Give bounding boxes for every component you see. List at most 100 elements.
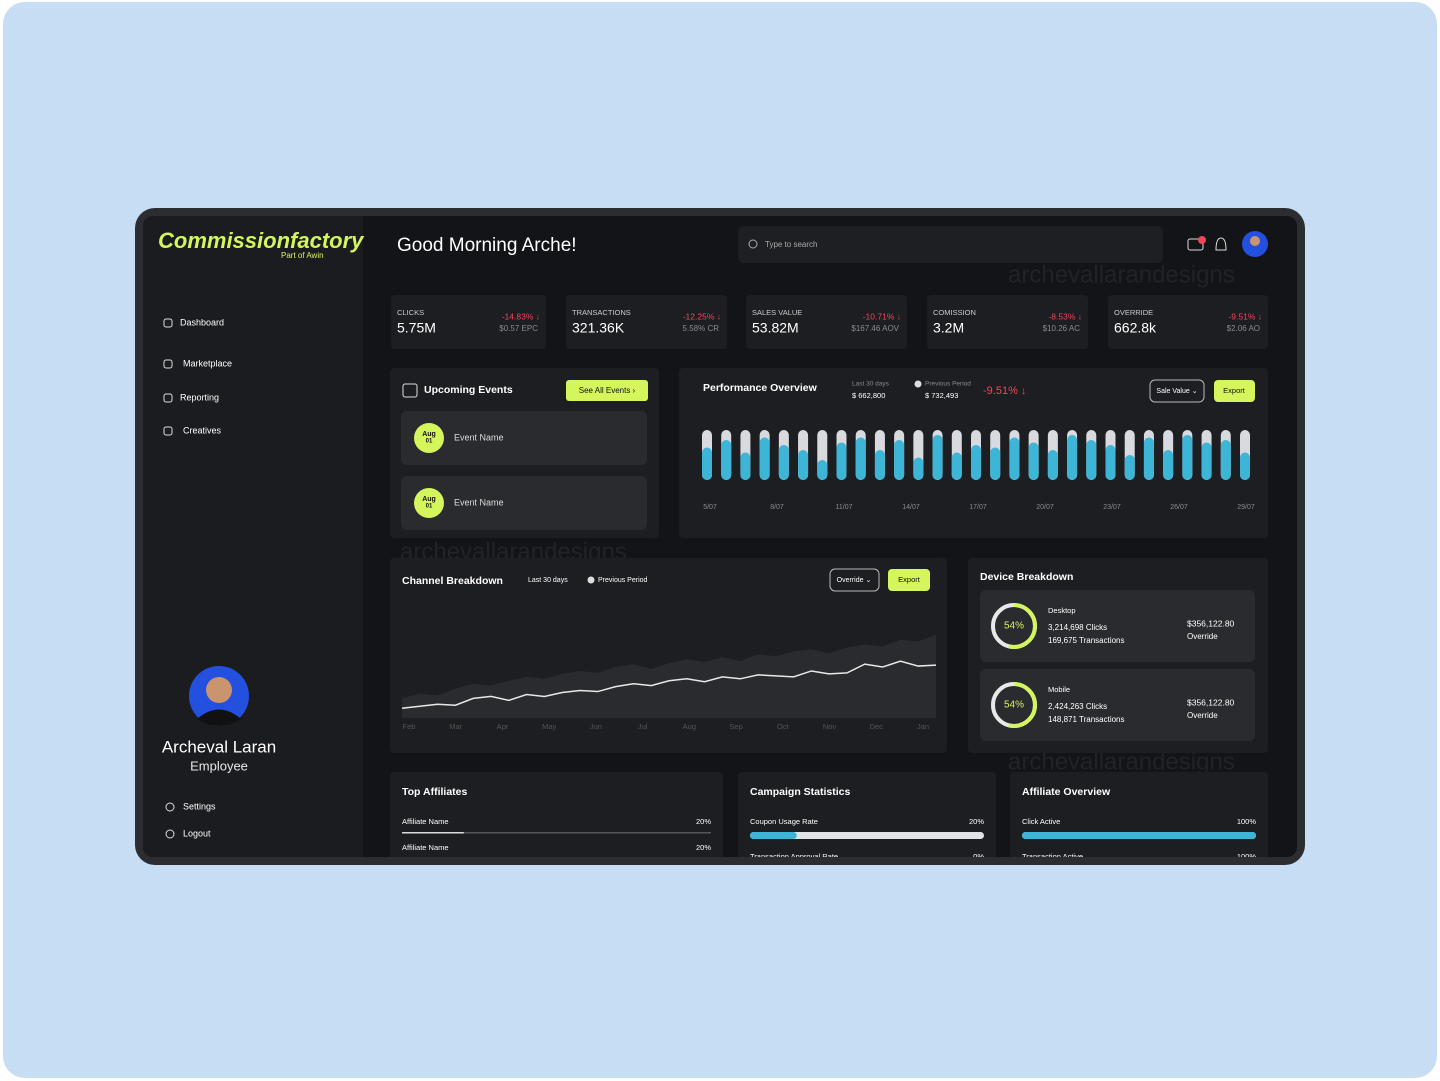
event-card[interactable] xyxy=(401,411,647,465)
event-date xyxy=(414,488,444,518)
bar xyxy=(740,452,751,480)
device-transactions: 148,871 Transactions xyxy=(1048,715,1125,724)
bar xyxy=(721,440,732,480)
event-name: Event Name xyxy=(454,497,504,507)
nav-item[interactable]: Creatives xyxy=(183,425,222,435)
bar xyxy=(1143,437,1154,480)
event-name: Event Name xyxy=(454,432,504,442)
device-card xyxy=(980,590,1255,662)
kpi-sub: $2.06 AO xyxy=(1227,324,1260,333)
nav-item[interactable]: Dashboard xyxy=(180,317,224,327)
device-transactions: 169,675 Transactions xyxy=(1048,636,1125,645)
bar xyxy=(1067,435,1078,480)
search-box[interactable] xyxy=(738,226,1163,263)
panel-title: Device Breakdown xyxy=(980,571,1073,583)
profile-name: Archeval Laran xyxy=(162,737,276,756)
nav-item[interactable]: Reporting xyxy=(180,392,219,402)
row-label: Affiliate Name xyxy=(402,843,449,852)
logo: Commissionfactory xyxy=(158,228,365,253)
event-day: 01 xyxy=(426,439,433,445)
x-tick-label: Nov xyxy=(823,722,837,731)
search-icon xyxy=(748,239,758,249)
kpi-card xyxy=(1108,295,1268,349)
x-tick-label: Apr xyxy=(497,722,509,731)
kpi-change: -9.51% ↓ xyxy=(1228,311,1262,321)
x-tick-label: 29/07 xyxy=(1237,504,1255,511)
row-value: 20% xyxy=(696,817,711,826)
x-tick-label: Feb xyxy=(403,722,416,731)
x-tick-label: Jun xyxy=(590,722,602,731)
x-tick-label: 11/07 xyxy=(836,504,853,511)
device-amount: $356,122.80 xyxy=(1187,697,1235,707)
bar xyxy=(971,445,981,480)
progress-fill xyxy=(1022,832,1256,839)
row-label: Transaction Active xyxy=(1022,852,1083,861)
dropdown[interactable] xyxy=(1149,379,1205,403)
bell-icon[interactable] xyxy=(1215,237,1227,251)
kpi-value: 321.36K xyxy=(572,320,625,336)
row-label: Transaction Approval Rate xyxy=(750,852,838,861)
x-tick-label: Oct xyxy=(777,722,790,731)
bar xyxy=(1028,442,1039,480)
kpi-card xyxy=(566,295,727,349)
bar xyxy=(855,437,866,480)
panel-title: Campaign Statistics xyxy=(750,786,851,798)
kpi-value: 662.8k xyxy=(1114,320,1157,336)
device-amount: $356,122.80 xyxy=(1187,618,1235,628)
event-month: Aug xyxy=(422,431,436,438)
kpi-sub: $167.46 AOV xyxy=(851,324,899,333)
kpi-card xyxy=(746,295,907,349)
row-label: Affiliate Name xyxy=(402,817,449,826)
dropdown[interactable] xyxy=(829,568,880,592)
x-tick-label: 20/07 xyxy=(1036,504,1054,511)
nav-item[interactable]: Logout xyxy=(183,828,211,838)
bar xyxy=(1047,450,1058,480)
bar xyxy=(1009,437,1020,480)
button-label: Export xyxy=(898,575,921,584)
bar xyxy=(874,450,885,480)
device-card xyxy=(980,669,1255,741)
mail-icon[interactable] xyxy=(1187,238,1204,251)
bar xyxy=(1105,445,1116,480)
bar xyxy=(990,447,1001,480)
current-line xyxy=(401,660,937,709)
kpi-change: -14.83% ↓ xyxy=(502,311,540,321)
button[interactable] xyxy=(1214,380,1255,402)
x-tick-label: Aug xyxy=(683,722,696,731)
nav-item[interactable]: Settings xyxy=(183,801,216,811)
nav-icon xyxy=(163,318,173,328)
bar xyxy=(1240,452,1250,480)
button[interactable] xyxy=(566,380,648,401)
button-label: Export xyxy=(1223,386,1246,395)
donut-arc xyxy=(991,682,1037,728)
event-date xyxy=(414,423,444,453)
row-label: Coupon Usage Rate xyxy=(750,817,818,826)
bar xyxy=(1124,455,1135,480)
profile-body xyxy=(197,709,241,726)
kpi-value: 3.2M xyxy=(933,320,964,336)
nav-icon xyxy=(165,802,175,812)
x-tick-label: 26/07 xyxy=(1170,504,1188,511)
button[interactable] xyxy=(888,569,930,591)
kpi-label: TRANSACTIONS xyxy=(572,308,631,317)
calendar-icon xyxy=(402,383,418,398)
device-clicks: 2,424,263 Clicks xyxy=(1048,702,1107,711)
kpi-change: -10.71% ↓ xyxy=(863,311,901,321)
event-card[interactable] xyxy=(401,476,647,530)
x-tick-label: Jan xyxy=(917,722,929,731)
legend-dot xyxy=(587,576,595,584)
nav-item[interactable]: Marketplace xyxy=(183,358,232,368)
x-tick-label: 5/07 xyxy=(703,504,717,511)
bar xyxy=(1201,442,1212,480)
row-value: 20% xyxy=(969,817,984,826)
kpi-label: CLICKS xyxy=(397,308,424,317)
x-tick-label: May xyxy=(542,722,556,731)
nav-icon xyxy=(165,829,175,839)
bar xyxy=(1086,440,1097,480)
x-tick-label: Mar xyxy=(449,722,462,731)
screen: archevallarandesignsarchevallarandesigns… xyxy=(143,216,1297,861)
progress-fill xyxy=(750,832,797,839)
previous-area xyxy=(402,634,936,718)
dropdown-label: Override ⌄ xyxy=(837,577,872,584)
